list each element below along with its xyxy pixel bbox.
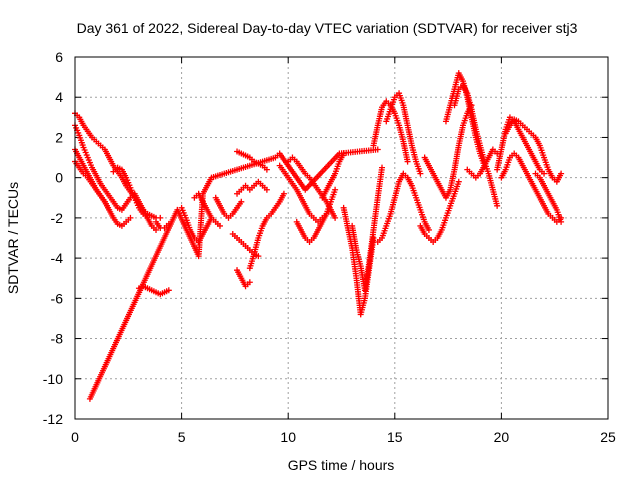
data-point bbox=[332, 186, 339, 193]
x-tick-label: 0 bbox=[71, 429, 79, 445]
data-point bbox=[157, 214, 164, 221]
y-tick-label: 4 bbox=[55, 89, 63, 105]
data-point bbox=[417, 170, 424, 177]
y-tick-label: -8 bbox=[51, 331, 64, 347]
y-tick-label: -10 bbox=[43, 371, 63, 387]
y-axis-label: SDTVAR / TECUs bbox=[5, 182, 21, 294]
data-point bbox=[238, 198, 245, 205]
data-points bbox=[72, 70, 565, 402]
data-point bbox=[216, 222, 223, 229]
y-tick-label: -2 bbox=[51, 210, 64, 226]
y-tick-label: 0 bbox=[55, 170, 63, 186]
y-tick-label: -6 bbox=[51, 290, 64, 306]
data-point bbox=[425, 226, 432, 233]
plot-frame bbox=[74, 56, 609, 420]
data-point bbox=[165, 287, 172, 294]
y-tick-label: 6 bbox=[55, 49, 63, 65]
data-point bbox=[280, 190, 287, 197]
grid bbox=[75, 57, 608, 419]
data-point bbox=[404, 158, 411, 165]
data-point bbox=[153, 226, 160, 233]
y-tick-label: -4 bbox=[51, 250, 64, 266]
data-point bbox=[263, 186, 270, 193]
data-point bbox=[106, 206, 113, 213]
data-point bbox=[558, 218, 565, 225]
data-point bbox=[541, 170, 548, 177]
x-tick-label: 5 bbox=[178, 429, 186, 445]
x-tick-label: 25 bbox=[600, 429, 616, 445]
data-point bbox=[332, 214, 339, 221]
data-point bbox=[263, 166, 270, 173]
data-point bbox=[379, 164, 386, 171]
data-point bbox=[558, 170, 565, 177]
data-point bbox=[127, 214, 134, 221]
data-point bbox=[494, 202, 501, 209]
chart-title: Day 361 of 2022, Sidereal Day-to-day VTE… bbox=[77, 20, 578, 36]
data-point bbox=[374, 146, 381, 153]
data-point bbox=[455, 178, 462, 185]
x-tick-label: 10 bbox=[280, 429, 296, 445]
x-tick-label: 20 bbox=[494, 429, 510, 445]
y-tick-label: 2 bbox=[55, 129, 63, 145]
x-axis-label: GPS time / hours bbox=[288, 457, 395, 473]
data-point bbox=[246, 279, 253, 286]
y-tick-label: -12 bbox=[43, 411, 63, 427]
x-tick-label: 15 bbox=[387, 429, 403, 445]
